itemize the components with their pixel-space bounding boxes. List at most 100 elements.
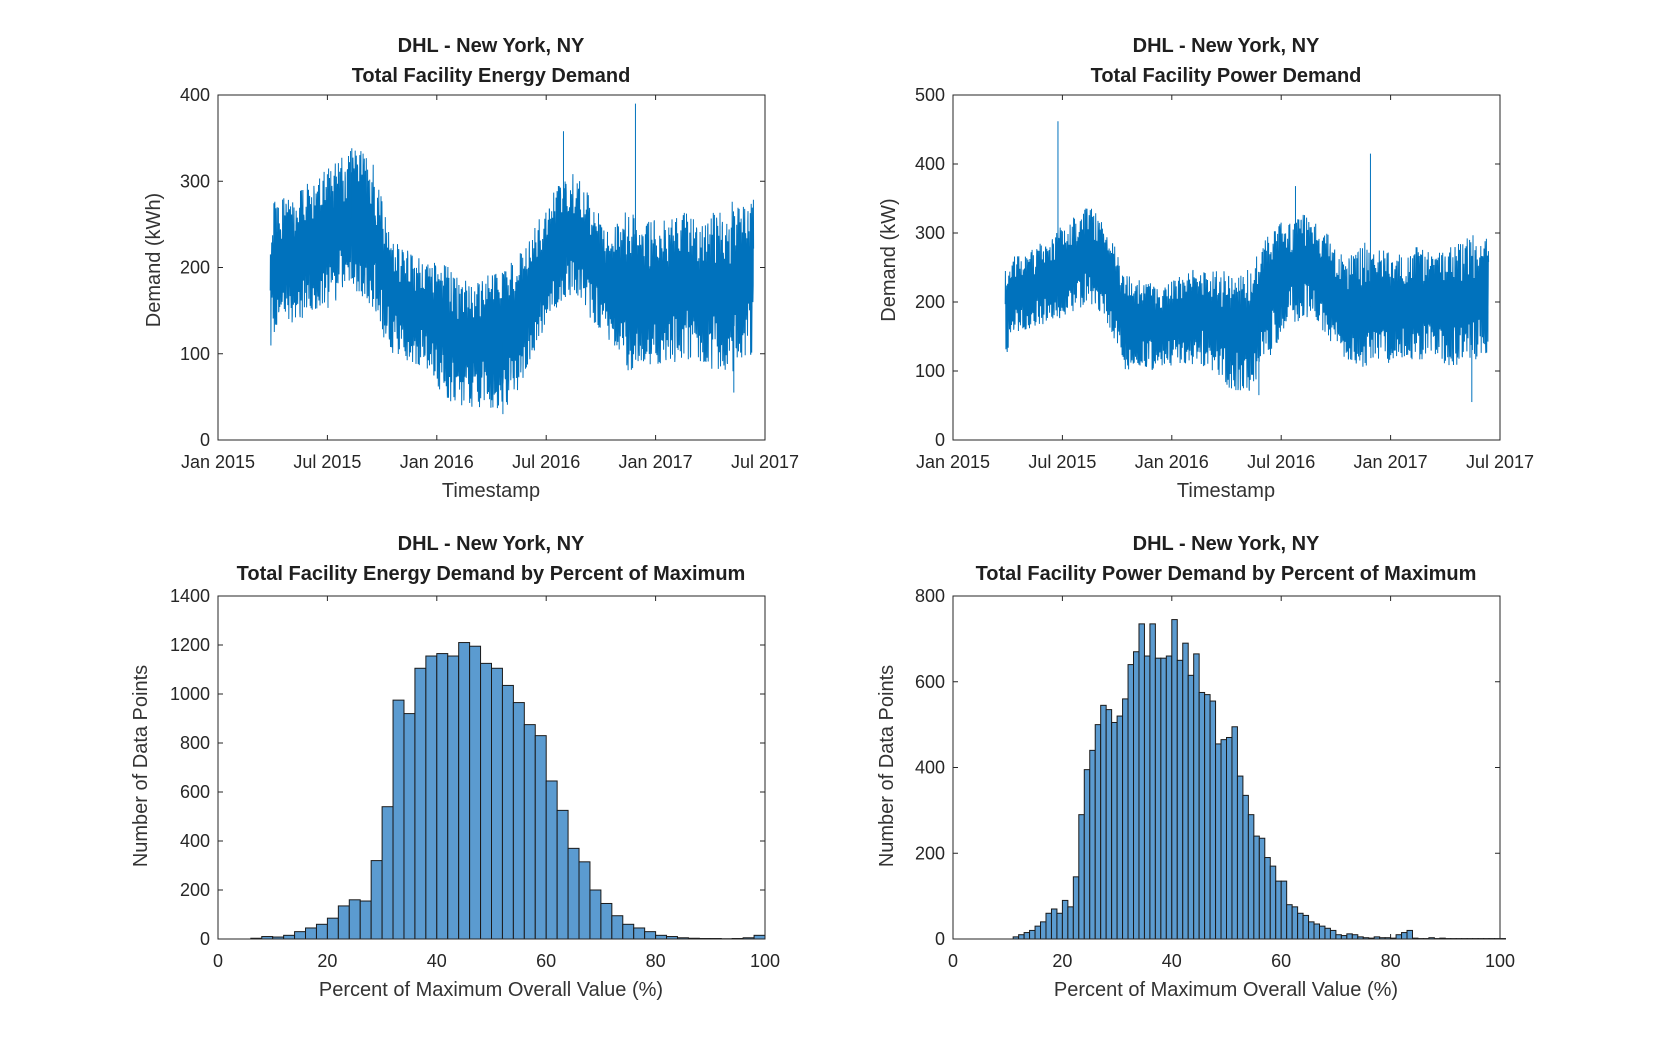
x-axis-label: Timestamp [1177,480,1275,502]
x-tick-label: Jan 2015 [916,452,990,472]
histogram-bar [1247,814,1255,940]
histogram-bar [294,931,307,940]
histogram-bar [1318,925,1326,940]
histogram-bar [1193,653,1200,940]
histogram-bar [326,917,339,940]
plot-frame-overlay [217,595,766,940]
histogram-bar [611,915,624,940]
histogram-bar [600,902,613,940]
panel-subtitle: Total Facility Energy Demand by Percent … [237,563,746,585]
x-tick-label: 60 [536,951,556,971]
histogram-bar [1264,857,1271,940]
y-tick-label: 1200 [170,635,210,655]
histogram-bar [1308,921,1315,940]
histogram-bar [633,927,646,940]
y-tick-label: 400 [180,831,210,851]
x-tick-label: 20 [1052,951,1072,971]
histogram-bar [501,684,514,940]
histogram-bar [534,735,547,940]
histogram-bar [1302,914,1310,940]
y-tick-label: 600 [915,672,945,692]
histogram-bar [1045,912,1052,940]
plot-frame [952,94,1501,441]
y-axis-label: Number of Data Points [130,665,152,867]
histogram-bar [1236,775,1244,940]
y-tick-label: 800 [180,733,210,753]
histogram-bar [1258,837,1266,940]
plot-frame-overlay [952,595,1501,940]
y-tick-label: 300 [180,171,210,191]
histogram-bar [1149,623,1156,940]
plot-area: 0 100 200 300 400 Jan 2015 Jul 2015 Jan 2016 Jul… [180,85,799,472]
y-tick-label: 400 [180,85,210,105]
histogram-bar [1040,921,1047,940]
histogram-bar [545,780,558,940]
histogram-bar [567,847,580,940]
histogram-bar [403,713,416,940]
histogram-bar [1351,934,1359,940]
histogram-bar [1160,657,1167,940]
x-tick-label: Jan 2016 [1135,452,1209,472]
panel-subtitle: Total Facility Energy Demand [352,65,631,87]
histogram-bar [1395,934,1403,940]
panel-title: DHL - New York, NY [1133,35,1320,57]
x-tick-label: 0 [213,951,223,971]
x-tick-label: Jul 2015 [293,452,361,472]
x-tick-label: Jan 2017 [619,452,693,472]
power-demand-histogram-panel: DHL - New York, NY Total Facility Power … [876,533,1515,1001]
histogram-bar [469,645,482,940]
histogram-bar [1100,704,1107,940]
histogram-bar [644,931,657,940]
histogram-bar [381,806,394,940]
histogram-bar [578,861,591,940]
energy-demand-timeseries-panel: DHL - New York, NY Total Facility Energy… [143,35,799,502]
histogram-bar [1023,932,1031,940]
y-tick-label: 400 [915,154,945,174]
histogram-bar [1127,664,1135,940]
histogram-bar [1253,835,1260,940]
histogram-bar [1133,651,1140,940]
histogram-bar [1324,927,1331,940]
histogram-bar [1171,619,1178,940]
histogram-bar [1056,912,1063,940]
x-tick-label: 40 [427,951,447,971]
y-axis-label: Demand (kW) [878,198,900,321]
y-tick-label: 200 [180,880,210,900]
x-tick-label: Jan 2015 [181,452,255,472]
x-tick-label: Jan 2017 [1354,452,1428,472]
y-tick-label: 1400 [170,586,210,606]
histogram-bar [1291,906,1299,940]
histogram-bar [753,934,766,940]
histogram-bar [392,699,405,940]
y-tick-label: 1000 [170,684,210,704]
histogram-bar [305,927,317,940]
x-tick-label: Jul 2017 [1466,452,1534,472]
histogram-bar [425,655,438,940]
histogram-bar [283,934,296,940]
energy-demand-histogram-panel: DHL - New York, NY Total Facility Energy… [130,533,780,1001]
panel-subtitle: Total Facility Power Demand by Percent o… [976,563,1477,585]
histogram-bar [1111,721,1118,940]
plot-area: 0 200 400 600 800 1000 1200 1400 0 20 40 60 80 100 [170,586,780,971]
histogram-bar [1340,935,1348,940]
panel-title: DHL - New York, NY [1133,533,1320,555]
histogram-bar [1329,929,1337,940]
histogram-bar [589,889,602,940]
histogram-bar [1182,642,1189,940]
x-axis-label: Percent of Maximum Overall Value (%) [319,979,663,1001]
histogram-bar [436,653,449,940]
histogram-bar [1078,814,1085,940]
y-tick-label: 0 [935,929,945,949]
demand-series-line [1004,208,1490,391]
y-tick-label: 0 [200,430,210,450]
y-tick-label: 0 [200,929,210,949]
histogram-bar [1220,739,1228,940]
y-axis-label: Demand (kWh) [143,193,165,327]
y-axis-label: Number of Data Points [876,665,898,867]
histogram-bar [1401,932,1408,940]
histogram-bar [1346,933,1353,940]
x-tick-label: 100 [750,951,780,971]
x-tick-label: Jul 2017 [731,452,799,472]
histogram-bar [1269,865,1277,940]
